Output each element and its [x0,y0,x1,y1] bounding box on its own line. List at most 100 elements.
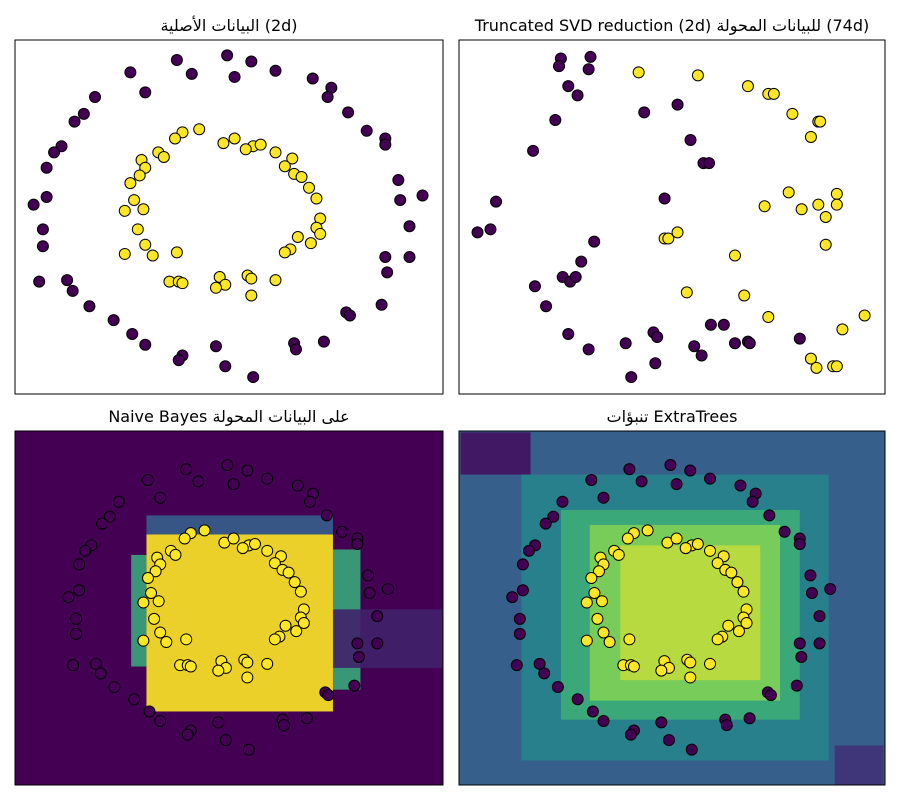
scatter-point [814,115,827,128]
scatter-point [124,177,137,190]
scatter-point [743,712,756,725]
decision-region [834,745,884,785]
scatter-point [128,693,141,706]
axes-frame [458,430,886,786]
scatter-point [704,472,717,485]
scatter-point [819,238,832,251]
scatter-point [227,532,240,545]
scatter-point [725,566,738,579]
scatter-point [562,80,575,93]
scatter-point [804,569,817,582]
scatter-point [294,585,307,598]
scatter-point [148,612,161,625]
scatter-point [720,719,733,732]
scatter-point [157,150,170,163]
scatter-point [185,67,198,80]
scatter-point [33,275,46,288]
scatter-point [178,532,191,545]
scatter-point [684,671,697,684]
scatter-point [306,72,319,85]
scatter-point [624,728,637,741]
axes-frame [14,39,444,395]
chart-title: البيانات الأصلية (2d) [160,15,297,35]
scatter-point [269,64,282,77]
scatter-point [242,743,255,756]
scatter-point [139,86,152,99]
scatter-point [36,223,49,236]
scatter-point [540,300,553,313]
scatter-point [61,274,74,287]
scatter-point [547,510,560,523]
scatter-point [484,223,497,236]
scatter-point [371,610,384,623]
decision-region [332,609,443,668]
scatter-point [261,657,274,670]
scatter-point [830,187,843,200]
scatter-point [763,509,776,522]
scatter-point [627,660,640,673]
scatter-point [94,667,107,680]
scatter-point [180,633,193,646]
scatter-point [289,343,302,356]
scatter-point [314,227,327,240]
scatter-point [239,143,252,156]
scatter-point [553,60,566,73]
scatter-point [70,627,83,640]
scatter-point [124,66,137,79]
scatter-point [126,327,139,340]
scatter-point [655,664,668,677]
scatter-point [320,509,333,522]
scatter-point [241,464,254,477]
scatter-point [379,138,392,151]
scatter-point [169,548,182,561]
scatter-point [621,532,634,545]
scatter-point [762,311,775,324]
scatter-point [695,349,708,362]
scatter-point [141,572,154,585]
scatter-point [118,247,131,260]
scatter-point [241,671,254,684]
scatter-point [746,495,759,508]
panel [459,431,885,785]
scatter-point [655,716,668,729]
scatter-point [585,474,598,487]
scatter-point [734,479,747,492]
scatter-point [269,274,282,287]
scatter-point [317,335,330,348]
scatter-point [247,371,260,384]
scatter-point [245,55,258,68]
scatter-point [181,728,194,741]
scatter-point [471,226,484,239]
scatter-point [684,134,697,147]
scatter-point [297,616,310,629]
scatter-point [286,152,299,165]
scatter-point [295,170,308,183]
scatter-point [160,636,173,649]
scatter-point [131,223,144,236]
scatter-point [139,238,152,251]
scatter-point [128,194,141,207]
scatter-point [858,309,871,322]
scatter-point [221,49,234,62]
scatter-point [310,192,323,205]
scatter-point [89,90,102,103]
scatter-point [48,146,61,159]
scatter-point [597,626,610,639]
scatter-point [711,557,724,570]
scatter-point [392,174,405,187]
scatter-point [269,146,282,159]
scatter-point [79,544,92,557]
scatter-point [670,532,683,545]
scatter-point [793,332,806,345]
scatter-point [737,585,750,598]
scatter-point [221,459,234,472]
scatter-point [73,558,86,571]
scatter-point [261,544,274,557]
scatter-point [108,680,121,693]
scatter-point [586,705,599,718]
scatter-point [145,587,158,600]
scatter-point [219,734,232,747]
scatter-point [786,107,799,120]
scatter-point [154,491,167,504]
